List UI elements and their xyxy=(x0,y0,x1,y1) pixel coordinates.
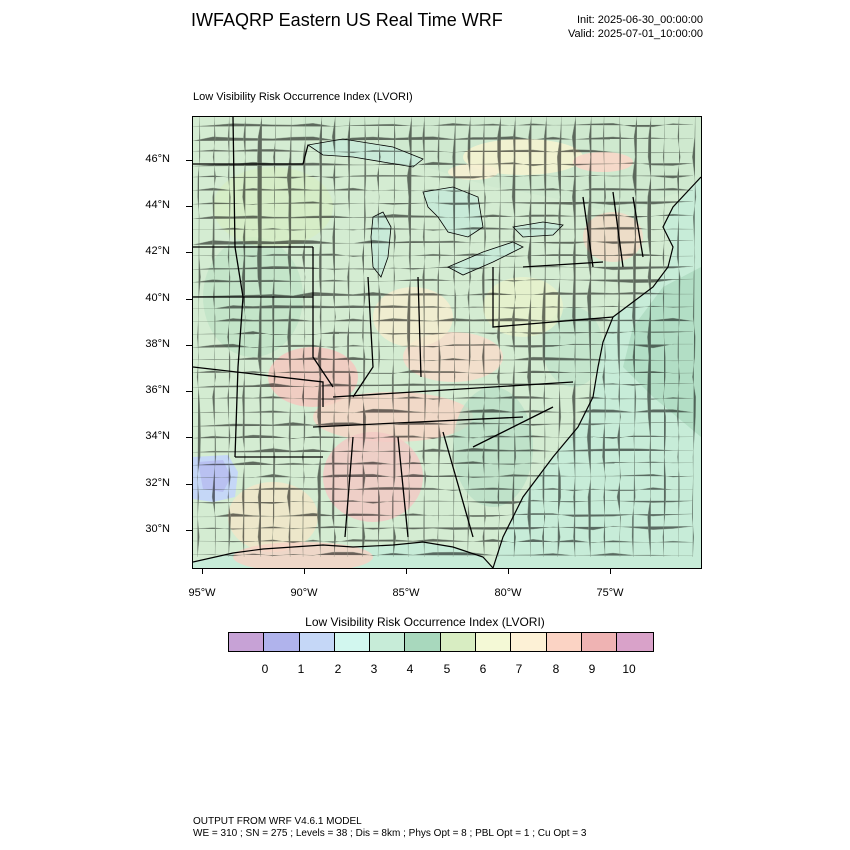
page-title: IWFAQRP Eastern US Real Time WRF xyxy=(191,10,503,30)
lon-label: 85°W xyxy=(392,587,420,599)
colorbar-swatch xyxy=(546,633,582,651)
lon-tick xyxy=(610,569,611,574)
colorbar-label: 4 xyxy=(406,662,414,676)
colorbar-label: 8 xyxy=(552,662,560,676)
gulf-coastline xyxy=(193,541,494,568)
lat-tick xyxy=(186,484,192,485)
colorbar-swatch xyxy=(299,633,335,651)
lon-tick xyxy=(304,569,305,574)
colorbar-label: 9 xyxy=(588,662,596,676)
lon-label: 75°W xyxy=(596,587,624,599)
colorbar-swatch xyxy=(617,633,653,651)
colorbar-label: 2 xyxy=(334,662,342,676)
init-time: Init: 2025-06-30_00:00:00 xyxy=(577,14,703,26)
colorbar-label: 0 xyxy=(261,662,269,676)
lat-label: 36°N xyxy=(145,384,170,396)
colorbar-swatch xyxy=(440,633,477,651)
lat-tick xyxy=(186,437,192,438)
lon-label: 90°W xyxy=(290,587,318,599)
lat-tick xyxy=(186,299,192,300)
legend-title: Low Visibility Risk Occurrence Index (LV… xyxy=(305,615,545,629)
lon-label: 95°W xyxy=(188,587,216,599)
state-borders xyxy=(193,117,644,538)
map-canvas xyxy=(193,117,701,568)
colorbar-label: 1 xyxy=(297,662,305,676)
lat-tick xyxy=(186,252,192,253)
colorbar-label: 10 xyxy=(622,662,636,676)
colorbar-swatch xyxy=(581,633,618,651)
lon-label: 80°W xyxy=(494,587,522,599)
colorbar-label: 3 xyxy=(370,662,378,676)
lat-label: 34°N xyxy=(145,430,170,442)
lat-label: 40°N xyxy=(145,292,170,304)
colorbar-swatch xyxy=(264,633,300,651)
atlantic-coastline xyxy=(492,176,701,568)
colorbar-label: 7 xyxy=(515,662,523,676)
model-settings: WE = 310 ; SN = 275 ; Levels = 38 ; Dis … xyxy=(193,828,587,839)
lat-tick xyxy=(186,206,192,207)
colorbar-swatch xyxy=(229,633,265,651)
lat-label: 32°N xyxy=(145,477,170,489)
lat-tick xyxy=(186,345,192,346)
ocean xyxy=(493,177,701,568)
lat-label: 44°N xyxy=(145,199,170,211)
lat-tick xyxy=(186,530,192,531)
lat-label: 30°N xyxy=(145,523,170,535)
lake-erie xyxy=(447,241,524,276)
colorbar-label: 5 xyxy=(443,662,451,676)
colorbar xyxy=(228,632,654,652)
colorbar-swatch xyxy=(511,633,547,651)
lon-tick xyxy=(508,569,509,574)
map-panel xyxy=(192,116,702,569)
lake-ontario xyxy=(512,221,564,238)
canada-warm-patch xyxy=(463,139,583,175)
ocean-shade xyxy=(623,267,701,437)
lat-tick xyxy=(186,160,192,161)
colorbar-label: 6 xyxy=(479,662,487,676)
colorbar-swatch xyxy=(370,633,406,651)
lat-label: 42°N xyxy=(145,245,170,257)
map-subtitle: Low Visibility Risk Occurrence Index (LV… xyxy=(193,91,413,103)
lat-tick xyxy=(186,391,192,392)
lon-tick xyxy=(406,569,407,574)
colorbar-swatch xyxy=(334,633,371,651)
lon-tick xyxy=(202,569,203,574)
model-info: OUTPUT FROM WRF V4.6.1 MODEL xyxy=(193,816,362,827)
lat-label: 46°N xyxy=(145,153,170,165)
colorbar-swatch xyxy=(476,633,512,651)
colorbar-swatch xyxy=(405,633,441,651)
valid-time: Valid: 2025-07-01_10:00:00 xyxy=(568,28,703,40)
lat-label: 38°N xyxy=(145,338,170,350)
county-grid xyxy=(193,117,697,558)
